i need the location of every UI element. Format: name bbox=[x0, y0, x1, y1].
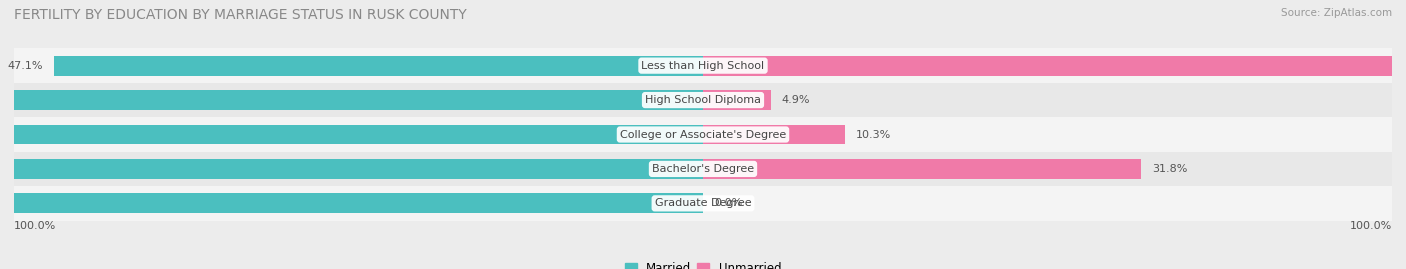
Bar bbox=[14, 83, 1392, 117]
Text: 0.0%: 0.0% bbox=[714, 198, 742, 208]
Text: FERTILITY BY EDUCATION BY MARRIAGE STATUS IN RUSK COUNTY: FERTILITY BY EDUCATION BY MARRIAGE STATU… bbox=[14, 8, 467, 22]
Bar bbox=[14, 117, 1392, 152]
Bar bbox=[0, 125, 703, 144]
Bar bbox=[0, 90, 703, 110]
Text: 10.3%: 10.3% bbox=[856, 129, 891, 140]
Bar bbox=[703, 56, 1406, 76]
Bar bbox=[14, 48, 1392, 83]
Text: Bachelor's Degree: Bachelor's Degree bbox=[652, 164, 754, 174]
Bar bbox=[703, 125, 845, 144]
Bar bbox=[0, 193, 703, 213]
Text: Graduate Degree: Graduate Degree bbox=[655, 198, 751, 208]
Text: 100.0%: 100.0% bbox=[14, 221, 56, 231]
Bar bbox=[14, 186, 1392, 221]
Text: High School Diploma: High School Diploma bbox=[645, 95, 761, 105]
Text: 4.9%: 4.9% bbox=[782, 95, 810, 105]
Bar bbox=[703, 90, 770, 110]
Bar bbox=[53, 56, 703, 76]
Text: 100.0%: 100.0% bbox=[1350, 221, 1392, 231]
Text: 47.1%: 47.1% bbox=[7, 61, 44, 71]
Text: Less than High School: Less than High School bbox=[641, 61, 765, 71]
Legend: Married, Unmarried: Married, Unmarried bbox=[620, 258, 786, 269]
Text: Source: ZipAtlas.com: Source: ZipAtlas.com bbox=[1281, 8, 1392, 18]
Bar bbox=[14, 152, 1392, 186]
Bar bbox=[703, 159, 1142, 179]
Text: College or Associate's Degree: College or Associate's Degree bbox=[620, 129, 786, 140]
Bar bbox=[0, 159, 703, 179]
Text: 31.8%: 31.8% bbox=[1152, 164, 1188, 174]
